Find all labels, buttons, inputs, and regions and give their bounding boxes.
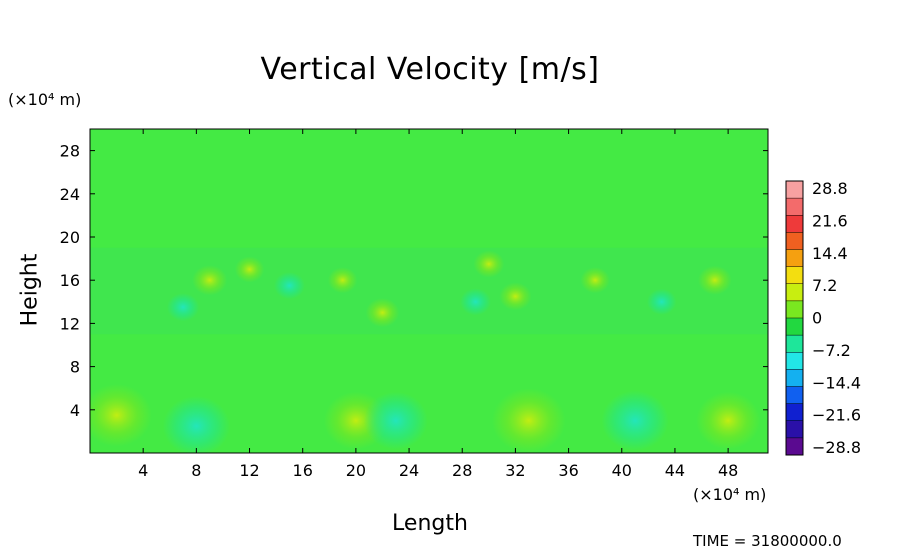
field-feature [580,267,610,294]
x-axis: 4 8 12 16 20 24 28 32 36 40 44 48 [138,129,738,480]
field-feature [166,293,200,322]
x-tick-label: 4 [138,461,148,480]
colorbar-label: −7.2 [812,341,851,360]
x-tick-label: 48 [718,461,738,480]
colorbar-label: −14.4 [812,373,861,392]
colorbar-label: −21.6 [812,406,861,425]
y-axis-unit: (×10⁴ m) [8,90,82,109]
colorbar-segment [786,215,803,233]
x-axis-label: Length [392,511,468,536]
field-feature [327,267,358,294]
colorbar: 28.8 21.6 14.4 7.2 0 −7.2 −14.4 −21.6 −28.8 [785,179,861,457]
colorbar-segment [786,232,803,250]
colorbar-segment [786,335,803,353]
field-feature [234,256,265,283]
y-tick-label: 12 [60,314,80,333]
time-label: TIME = 31800000.0 [693,532,842,550]
field-feature [363,391,428,450]
colorbar-label: 0 [812,309,822,328]
colorbar-segment [786,300,803,319]
field-feature [601,390,669,451]
x-tick-label: 40 [612,461,632,480]
colorbar-label: 28.8 [812,179,848,198]
plot-frame [89,128,769,454]
colorbar-segment [786,369,803,387]
field-feature [696,391,761,450]
x-tick-label: 36 [558,461,578,480]
x-tick-label: 24 [399,461,419,480]
field-feature [473,250,505,278]
colorbar-segment [786,266,803,285]
x-tick-label: 44 [665,461,685,480]
colorbar-segment [786,403,803,422]
heatmap-field [90,129,768,453]
y-axis-label: Height [17,253,43,327]
y-tick-label: 24 [60,185,80,204]
field-feature [162,396,230,453]
colorbar-segment [786,181,803,199]
field-feature [365,298,400,328]
colorbar-segment [786,198,803,216]
field-feature [646,288,677,315]
colorbar-label: 14.4 [812,244,848,263]
x-tick-label: 16 [293,461,313,480]
x-tick-label: 20 [346,461,366,480]
field-feature [499,282,532,311]
colorbar-segment [786,437,803,456]
field-feature [460,288,491,316]
colorbar-segment [786,283,803,302]
colorbar-label: −28.8 [812,438,861,457]
colorbar-label: 21.6 [812,211,848,230]
y-tick-label: 8 [70,358,80,377]
y-tick-label: 4 [70,401,80,420]
chart-title: Vertical Velocity [m/s] [260,52,600,87]
colorbar-frame [785,180,804,456]
x-tick-label: 12 [239,461,259,480]
y-tick-label: 28 [60,142,80,161]
colorbar-segment [786,318,803,336]
y-tick-label: 20 [60,228,80,247]
x-tick-label: 28 [452,461,472,480]
x-tick-label: 8 [191,461,201,480]
field-feature [192,265,228,296]
colorbar-label: 7.2 [812,276,837,295]
field-feature [90,384,152,447]
field-feature [491,388,566,453]
field-feature [698,265,732,295]
y-tick-label: 16 [60,271,80,290]
x-axis-unit: (×10⁴ m) [693,485,767,504]
field-feature [274,272,305,300]
colorbar-segment [786,352,803,370]
x-tick-label: 32 [505,461,525,480]
colorbar-segment [786,249,803,268]
y-axis: 4 8 12 16 20 24 28 [60,142,768,420]
colorbar-segment [786,386,803,405]
colorbar-segment [786,420,803,439]
